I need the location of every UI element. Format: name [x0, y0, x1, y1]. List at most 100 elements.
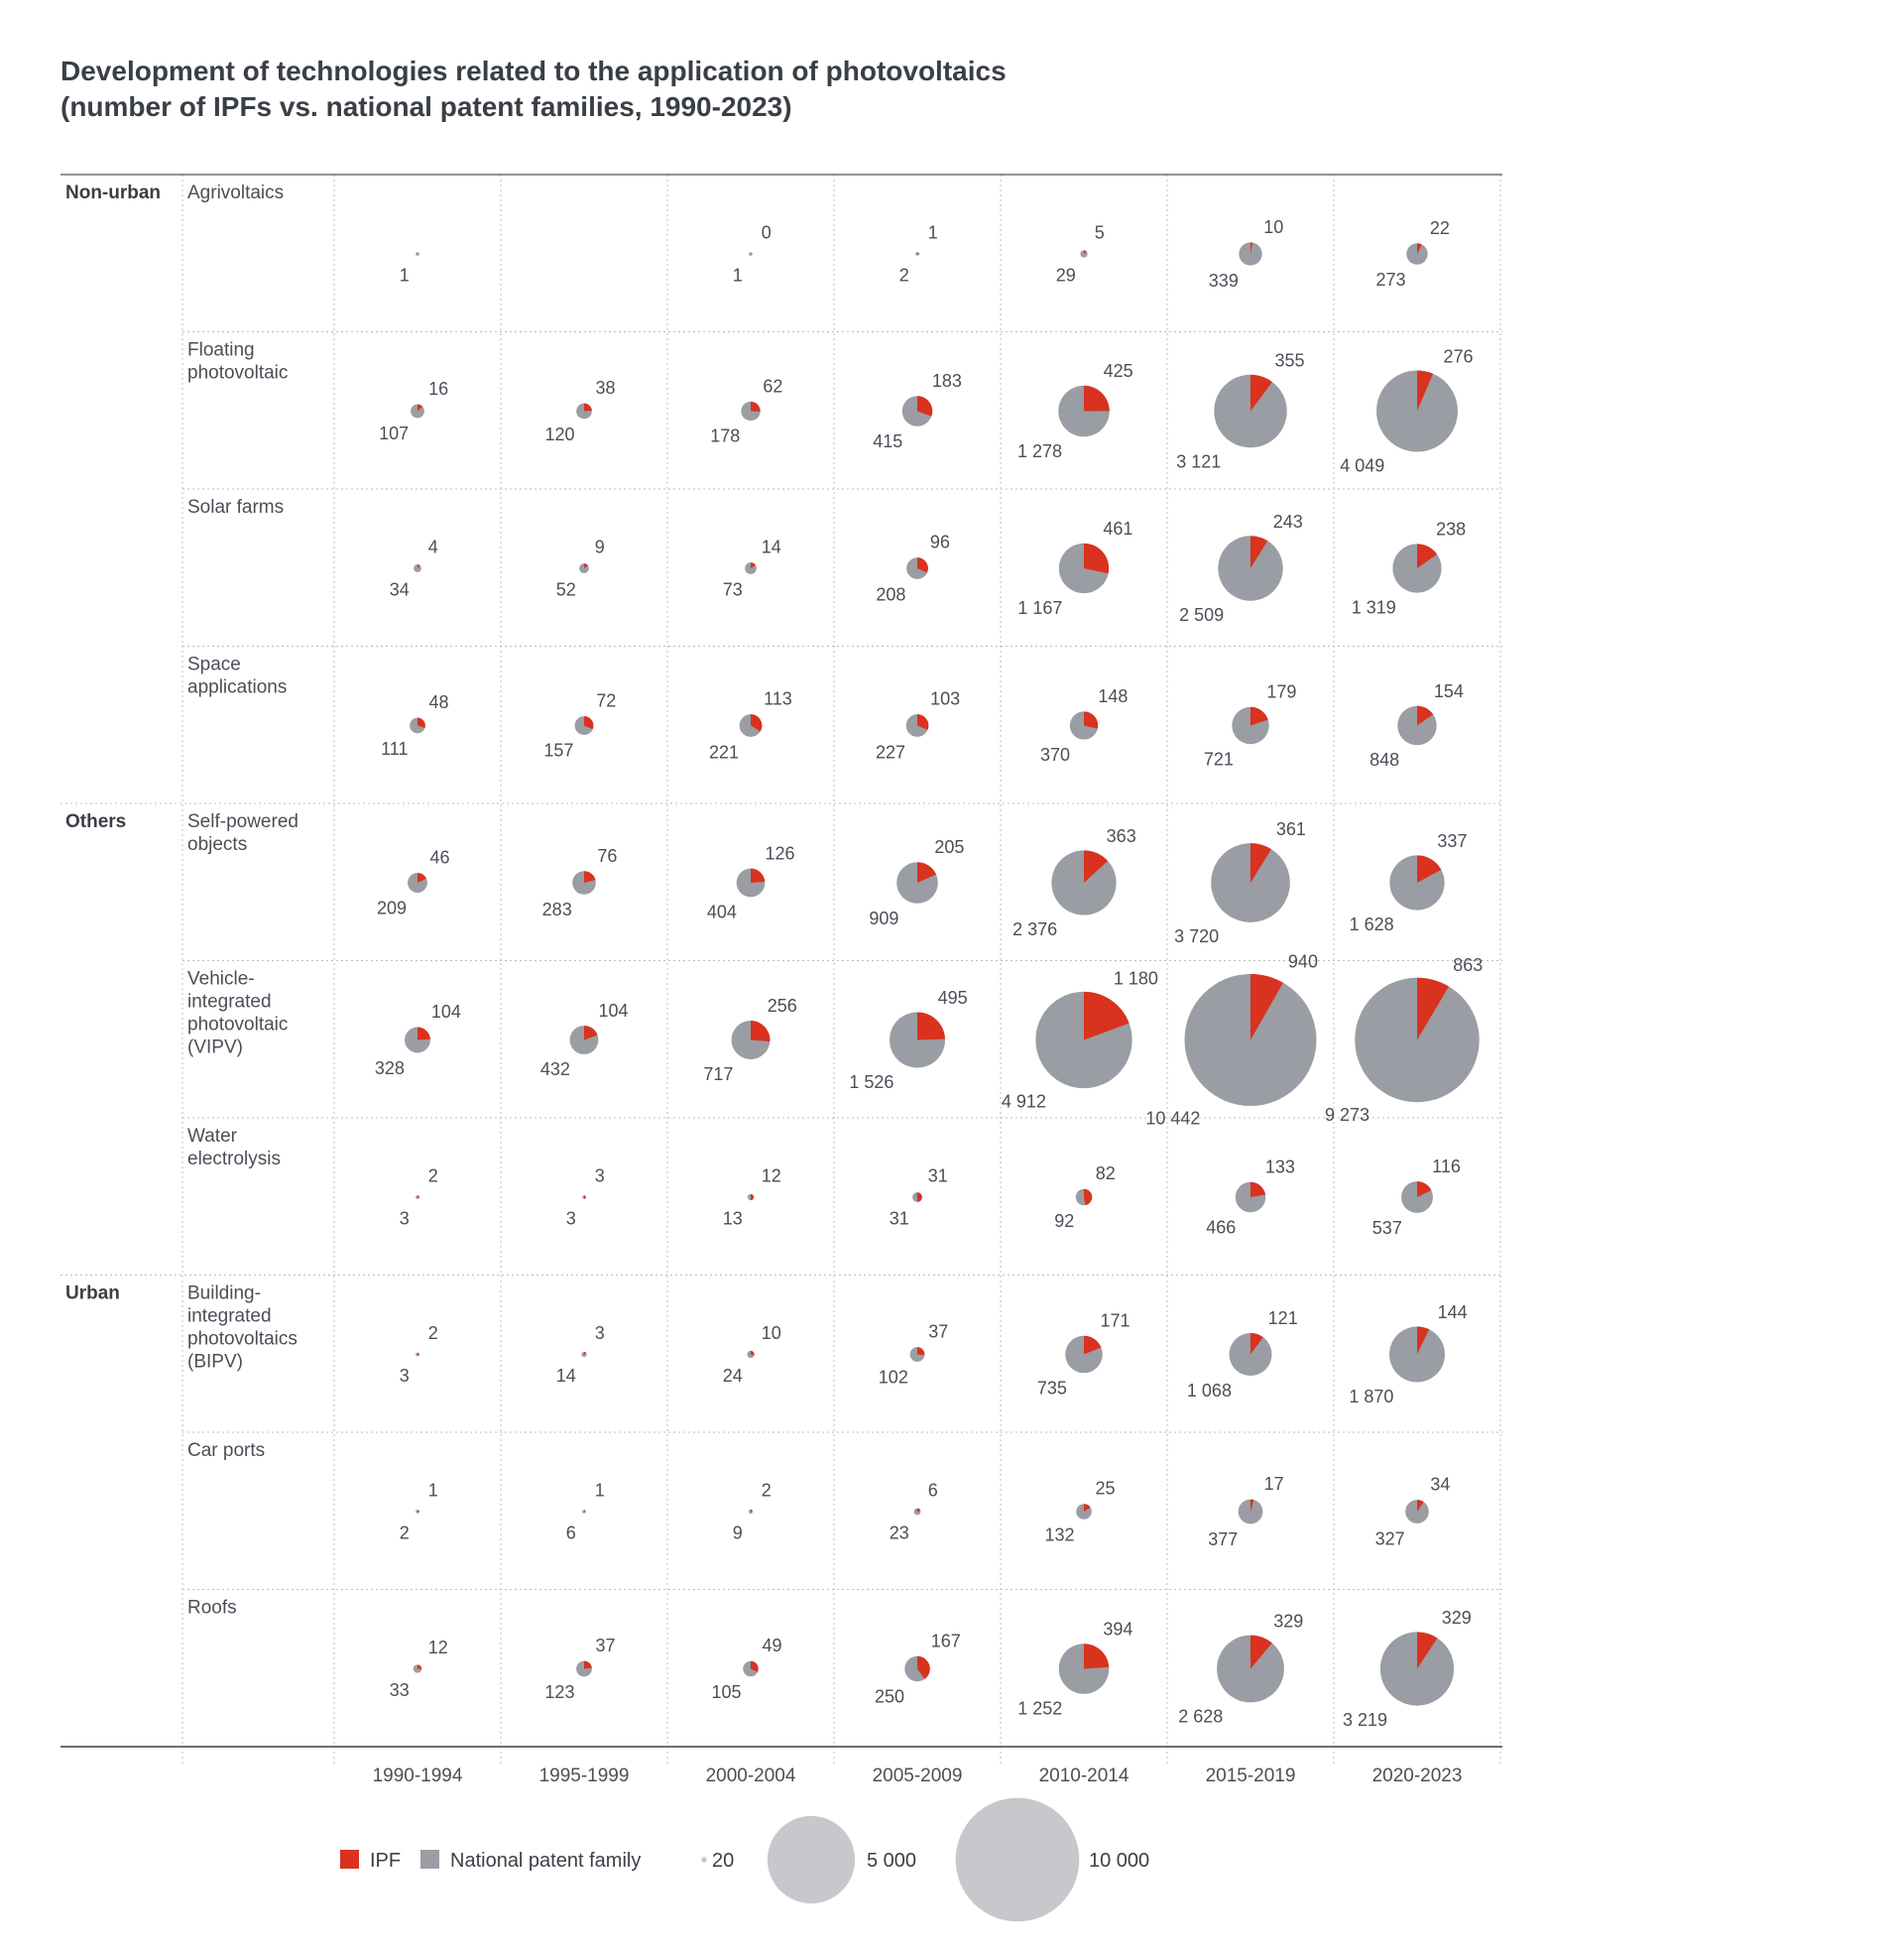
national-value-label: 283	[542, 900, 572, 919]
row-label: photovoltaic	[187, 1015, 288, 1036]
pie-ipf-slice	[1084, 386, 1110, 412]
ipf-value-label: 940	[1288, 951, 1318, 971]
national-value-label: 466	[1206, 1217, 1236, 1237]
national-value-label: 34	[390, 580, 410, 600]
row-label: Building-	[187, 1283, 261, 1304]
national-value-label: 415	[873, 431, 902, 451]
group-label: Non-urban	[65, 183, 161, 203]
legend-ipf-label: IPF	[370, 1850, 401, 1872]
ipf-value-label: 14	[762, 537, 781, 556]
ipf-value-label: 329	[1442, 1608, 1472, 1628]
ipf-value-label: 243	[1273, 512, 1303, 532]
x-tick-label: 2015-2019	[1206, 1766, 1296, 1786]
national-value-label: 111	[381, 739, 408, 759]
pie-ipf-slice	[1084, 1644, 1109, 1668]
national-value-label: 537	[1372, 1218, 1402, 1238]
ipf-value-label: 256	[768, 996, 797, 1016]
row-label: photovoltaics	[187, 1329, 298, 1350]
row-label: Water	[187, 1126, 238, 1147]
national-value-label: 178	[710, 427, 740, 446]
national-value-label: 31	[890, 1209, 909, 1229]
row-label: Solar farms	[187, 497, 284, 518]
ipf-value-label: 31	[928, 1165, 948, 1185]
ipf-value-label: 116	[1432, 1157, 1461, 1176]
national-value-label: 29	[1056, 266, 1076, 286]
pie-ipf-slice	[917, 1347, 924, 1355]
pie-ipf-slice	[1084, 544, 1109, 573]
pie-ipf-slice	[751, 869, 765, 883]
legend-size-label: 5 000	[867, 1850, 916, 1872]
national-value-label: 4 912	[1002, 1092, 1046, 1112]
national-value-label: 2	[899, 266, 909, 286]
national-value-label: 717	[703, 1064, 733, 1084]
ipf-value-label: 104	[598, 1001, 628, 1021]
ipf-value-label: 10	[762, 1323, 781, 1343]
national-value-label: 1 319	[1352, 597, 1396, 617]
ipf-value-label: 461	[1103, 519, 1132, 539]
national-value-label: 370	[1040, 745, 1070, 765]
national-value-label: 273	[1375, 270, 1405, 290]
ipf-value-label: 179	[1266, 682, 1296, 702]
legend-size-label: 10 000	[1089, 1850, 1149, 1872]
row-label: applications	[187, 677, 287, 698]
ipf-value-label: 9	[595, 537, 605, 556]
ipf-value-label: 2	[428, 1323, 438, 1343]
ipf-value-label: 48	[429, 692, 449, 712]
national-value-label: 157	[543, 740, 573, 760]
national-value-label: 250	[875, 1687, 904, 1707]
national-value-label: 123	[544, 1682, 574, 1702]
ipf-value-label: 394	[1103, 1619, 1132, 1639]
national-value-label: 327	[1375, 1528, 1405, 1548]
row-label: photovoltaic	[187, 363, 288, 384]
group-label: Others	[65, 811, 126, 832]
pie-ipf-slice	[417, 1028, 430, 1040]
ipf-value-label: 6	[928, 1480, 938, 1500]
ipf-value-label: 863	[1453, 955, 1483, 975]
row-label: Car ports	[187, 1440, 265, 1461]
national-value-label: 1 167	[1017, 598, 1062, 618]
x-tick-label: 2005-2009	[873, 1766, 963, 1786]
ipf-value-label: 103	[930, 689, 960, 709]
ipf-value-label: 25	[1096, 1479, 1116, 1499]
ipf-value-label: 2	[428, 1165, 438, 1185]
ipf-value-label: 82	[1096, 1163, 1116, 1183]
ipf-value-label: 355	[1275, 351, 1305, 371]
national-value-label: 339	[1209, 271, 1239, 291]
ipf-value-label: 38	[596, 378, 616, 398]
row-label: integrated	[187, 1306, 272, 1327]
national-value-label: 2 376	[1012, 919, 1057, 939]
pie-ipf-slice	[1250, 1182, 1265, 1197]
ipf-value-label: 276	[1443, 347, 1473, 367]
x-tick-label: 2000-2004	[706, 1766, 796, 1786]
ipf-value-label: 37	[928, 1322, 948, 1342]
national-value-label: 735	[1037, 1378, 1067, 1398]
legend-size-label: 20	[712, 1850, 734, 1872]
chart-title-line-2: (number of IPFs vs. national patent fami…	[60, 91, 792, 122]
national-value-label: 107	[379, 424, 409, 443]
row-label: integrated	[187, 992, 272, 1013]
ipf-value-label: 46	[429, 848, 449, 868]
ipf-value-label: 238	[1436, 520, 1466, 540]
ipf-value-label: 76	[597, 846, 617, 866]
row-label: Roofs	[187, 1598, 237, 1619]
national-value-label: 102	[879, 1367, 908, 1387]
national-value-label: 9 273	[1325, 1105, 1369, 1125]
x-tick-label: 1995-1999	[539, 1766, 630, 1786]
chart-title-line-1: Development of technologies related to t…	[60, 56, 1007, 86]
ipf-value-label: 148	[1098, 686, 1128, 706]
national-value-label: 432	[540, 1059, 570, 1079]
ipf-value-label: 167	[931, 1631, 961, 1650]
national-value-label: 1	[400, 266, 410, 286]
pie-ipf-slice	[751, 402, 761, 412]
ipf-value-label: 96	[930, 533, 950, 552]
pie-ipf-slice	[1084, 1189, 1092, 1205]
row-label: electrolysis	[187, 1149, 281, 1169]
national-value-label: 3	[566, 1209, 576, 1229]
row-label: Vehicle-	[187, 969, 255, 990]
national-value-label: 6	[566, 1523, 576, 1543]
national-value-label: 3 219	[1343, 1710, 1387, 1730]
national-value-label: 24	[723, 1366, 743, 1386]
pie-national-slice	[416, 252, 419, 256]
national-value-label: 227	[876, 742, 905, 762]
pie-ipf-slice	[751, 1194, 754, 1200]
